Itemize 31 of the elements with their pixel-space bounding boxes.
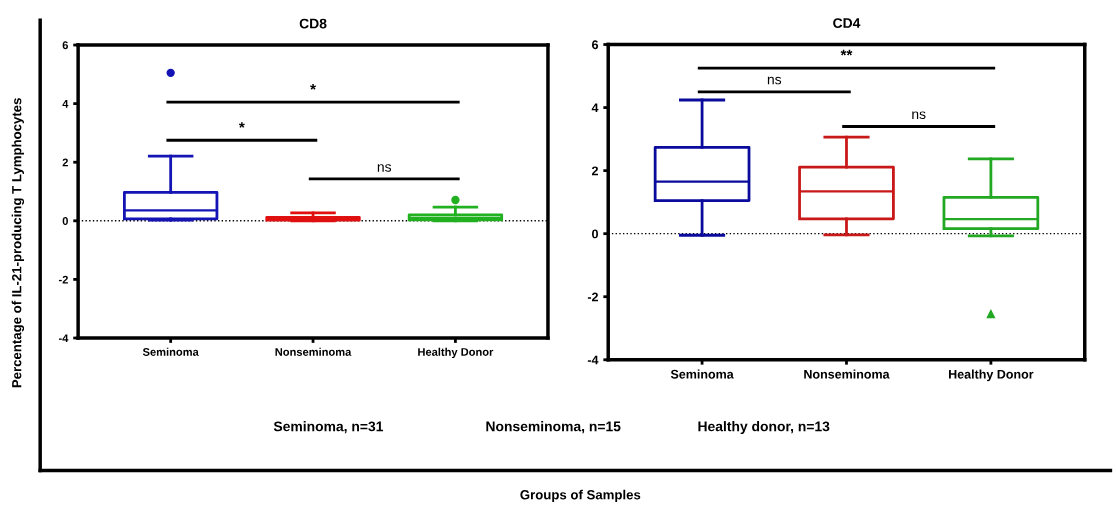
y-axis-title: Percentage of IL-21-producing T Lymphocytes xyxy=(11,98,25,388)
y-tick-label: 2 xyxy=(591,166,598,176)
annotation: * xyxy=(310,84,316,90)
chart-title: CD8 xyxy=(299,18,327,29)
y-tick-label: -2 xyxy=(58,275,68,284)
chart-title: CD4 xyxy=(833,18,861,28)
text: Healthy donor, n=13 xyxy=(698,421,830,435)
annotation: ns xyxy=(912,111,926,120)
y-tick-label: -4 xyxy=(58,334,69,343)
y-tick-label: 0 xyxy=(62,217,68,225)
x-tick-label: Seminoma xyxy=(142,347,199,356)
y-tick-label: -2 xyxy=(587,292,598,302)
x-tick-label: Seminoma xyxy=(670,369,734,379)
annotation: ns xyxy=(377,164,392,172)
y-tick-label: 4 xyxy=(62,100,69,108)
x-axis-title: Groups of Samples xyxy=(520,489,641,503)
y-tick-label: 6 xyxy=(592,40,599,50)
x-tick-label: Nonseminoma xyxy=(804,369,890,379)
y-tick-label: 2 xyxy=(62,158,68,167)
y-tick-label: -4 xyxy=(587,355,599,365)
text: Nonseminoma, n=15 xyxy=(486,421,621,434)
y-tick-label: 0 xyxy=(592,229,598,239)
text: Seminoma, n=31 xyxy=(273,421,384,434)
x-tick-label: Healthy Donor xyxy=(949,369,1034,382)
annotation: ** xyxy=(840,49,853,56)
x-tick-label: Nonseminoma xyxy=(275,347,352,356)
y-tick-label: 6 xyxy=(62,41,68,50)
annotation: * xyxy=(238,122,245,128)
annotation: ns xyxy=(767,76,782,85)
y-tick-label: 4 xyxy=(591,103,599,113)
x-tick-label: Healthy Donor xyxy=(418,347,494,359)
